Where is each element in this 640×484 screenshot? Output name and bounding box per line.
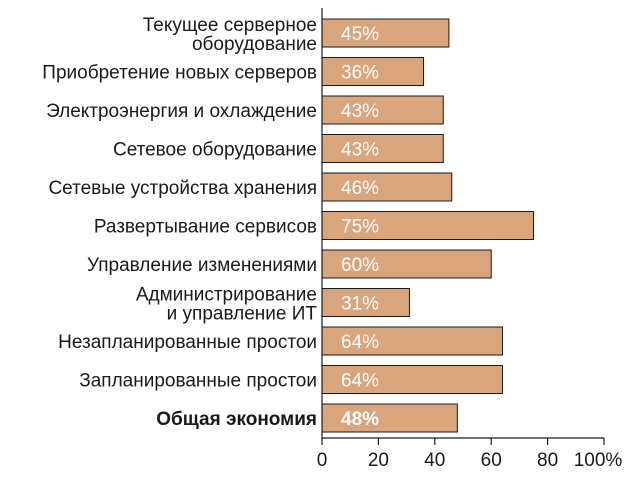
bar-value-label: 46%	[341, 178, 379, 199]
category-label: и управление ИТ	[167, 304, 318, 325]
category-label: Текущее серверное	[143, 15, 317, 36]
x-tick-label: 0	[317, 450, 328, 471]
category-label: Незапланированные простои	[58, 332, 317, 353]
x-tick-label: 80	[537, 450, 558, 471]
category-label: Развертывание сервисов	[94, 217, 317, 238]
bar-value-label: 64%	[341, 332, 379, 353]
bar	[321, 95, 444, 125]
category-label: Сетевые устройства хранения	[48, 178, 317, 199]
bar-value-label: 43%	[341, 140, 379, 161]
bar-value-label: 48%	[341, 409, 379, 430]
bar	[321, 249, 492, 279]
category-label: Управление изменениями	[87, 255, 317, 276]
category-label: Запланированные простои	[79, 371, 317, 392]
x-tick-label: 60	[481, 450, 502, 471]
category-label: Электроэнергия и охлаждение	[46, 101, 317, 122]
bar-value-label: 60%	[341, 255, 379, 276]
bars-group: 45% 36% 43% 43% 46% 75% 60% 31% 64% 64% 48%	[321, 18, 534, 433]
bar	[321, 57, 425, 86]
bar-value-label: 36%	[341, 63, 379, 84]
category-label: Приобретение новых серверов	[42, 63, 317, 84]
category-label: Сетевое оборудование	[113, 140, 317, 161]
category-label: Общая экономия	[156, 409, 317, 430]
bar	[321, 172, 453, 202]
bar	[321, 134, 444, 163]
category-label: оборудование	[192, 34, 317, 55]
x-tick-label: 100%	[574, 450, 623, 471]
bar-value-label: 64%	[341, 371, 379, 392]
bar	[321, 403, 458, 433]
bar-value-label: 31%	[341, 294, 379, 315]
x-axis: 0 20 40 60 80 100%	[317, 8, 623, 471]
x-tick-label: 40	[424, 450, 445, 471]
bar-value-label: 45%	[341, 24, 379, 45]
bar-value-label: 75%	[341, 217, 379, 238]
bar-value-label: 43%	[341, 101, 379, 122]
category-label: Администрирование	[136, 285, 317, 306]
bar	[321, 365, 503, 394]
bar	[321, 18, 450, 48]
x-tick-label: 20	[368, 450, 389, 471]
